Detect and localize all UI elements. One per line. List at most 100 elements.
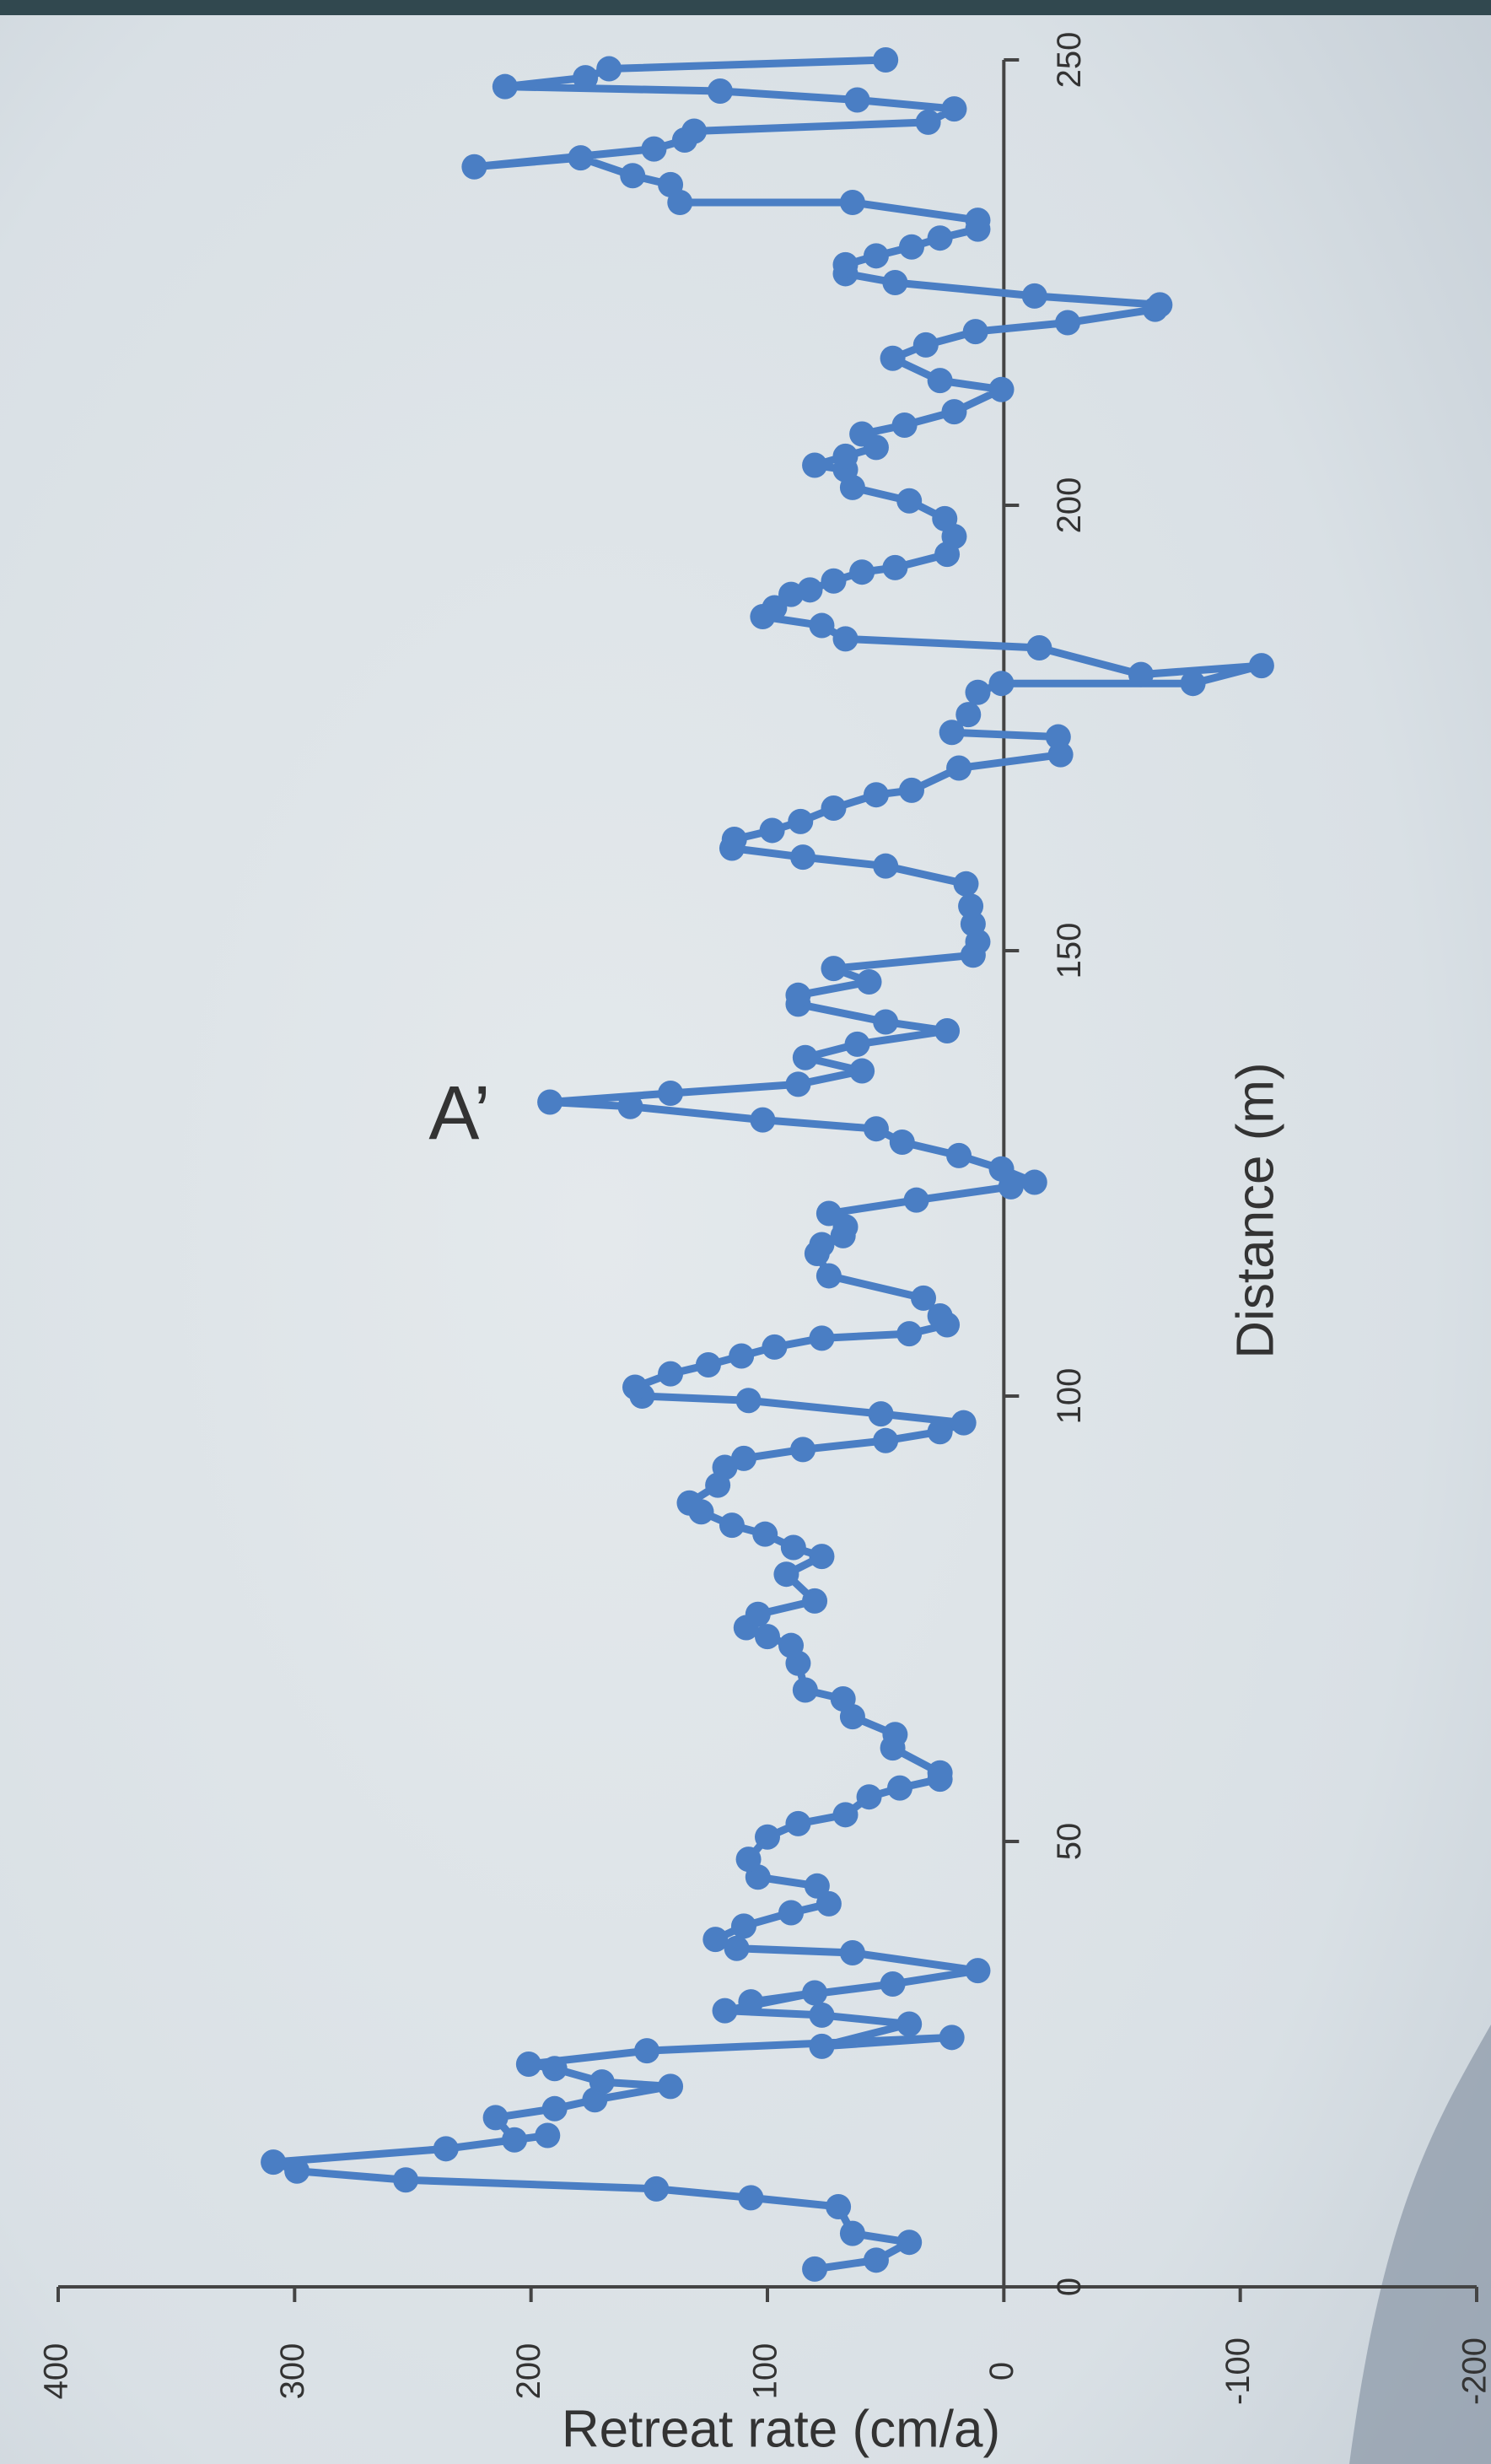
data-point [785,1071,810,1097]
data-point [899,235,924,260]
data-point [696,1352,721,1378]
data-point [849,559,875,585]
data-point [502,2127,527,2153]
data-point [1046,725,1071,750]
data-point [882,270,907,295]
data-point [750,1108,775,1133]
data-point [845,88,870,113]
data-point [934,1018,960,1043]
data-point [793,1045,818,1070]
data-point [989,377,1015,402]
data-point [882,1722,907,1747]
data-point [778,1633,804,1658]
data-point [573,65,598,90]
data-point [869,1401,894,1426]
data-point [802,2256,827,2282]
data-point [958,893,983,919]
data-point [928,225,953,251]
data-point [658,2073,683,2099]
data-point [809,2034,834,2059]
data-point [809,2003,834,2028]
data-point [658,1081,683,1106]
y-tick-label: 0 [983,2362,1020,2380]
data-point [882,555,907,580]
data-point [681,118,707,143]
data-point [802,452,827,477]
data-point [790,844,815,870]
data-point [857,1784,882,1809]
data-point [899,778,924,803]
data-point [1055,310,1080,336]
data-point [793,1677,818,1702]
data-point [537,1090,562,1115]
data-point [928,1419,953,1444]
data-point [955,702,981,727]
data-point [785,1811,810,1836]
data-point [965,680,990,705]
data-point [831,1686,856,1712]
data-point [802,1588,827,1614]
x-tick-label: 0 [1051,2278,1088,2296]
data-point [857,969,882,995]
data-point [622,1374,648,1399]
data-point [773,1561,799,1587]
data-point [880,346,906,371]
data-point [708,78,733,104]
data-point [634,2038,659,2063]
data-point [1128,662,1154,687]
y-tick-label: 300 [274,2343,311,2400]
data-point [643,2176,669,2202]
data-point [833,444,859,469]
y-tick-label: -200 [1456,2337,1491,2405]
data-point [722,827,747,852]
data-point [941,399,966,424]
data-point [535,2122,560,2148]
data-point [778,1900,804,1925]
data-point [941,96,966,121]
data-point [864,1116,889,1141]
data-point [896,2229,922,2255]
data-point [809,1544,834,1569]
data-point [873,1009,898,1034]
data-point [785,983,810,1008]
y-axis-label: Retreat rate (cm/a) [562,2400,1000,2458]
x-tick-label: 100 [1051,1368,1088,1425]
data-point [849,1059,875,1084]
x-tick-label: 200 [1051,477,1088,534]
data-point [965,208,990,233]
data-point [493,74,518,100]
data-point [951,1410,977,1436]
data-point [809,613,834,639]
data-point [461,154,487,180]
data-point [596,57,622,82]
data-point [965,1958,990,1983]
data-point [1022,1170,1047,1195]
data-point [880,1971,906,1997]
data-point [840,190,865,215]
data-point [833,252,859,278]
data-point [989,1157,1015,1182]
data-point [1026,635,1052,660]
data-point [731,1913,756,1938]
data-point [946,1143,972,1168]
data-point [864,2247,889,2273]
data-point [821,956,846,981]
data-point [738,2185,763,2210]
data-point [781,1535,806,1561]
data-point [864,782,889,807]
image-edge [0,0,1491,15]
data-point [913,332,939,358]
y-tick-label: -100 [1219,2337,1257,2405]
page: {"chart_data": {"type": "line", "annotat… [0,0,1491,2464]
data-point [840,2221,865,2246]
data-point [873,47,898,73]
data-point [261,2149,286,2175]
x-tick-label: 150 [1051,923,1088,979]
data-point [736,1847,762,1872]
y-tick-label: 100 [747,2343,784,2400]
data-point [864,243,889,268]
data-point [589,2069,615,2095]
data-point [816,1263,842,1288]
data-point [845,1032,870,1057]
data-point [729,1343,754,1368]
